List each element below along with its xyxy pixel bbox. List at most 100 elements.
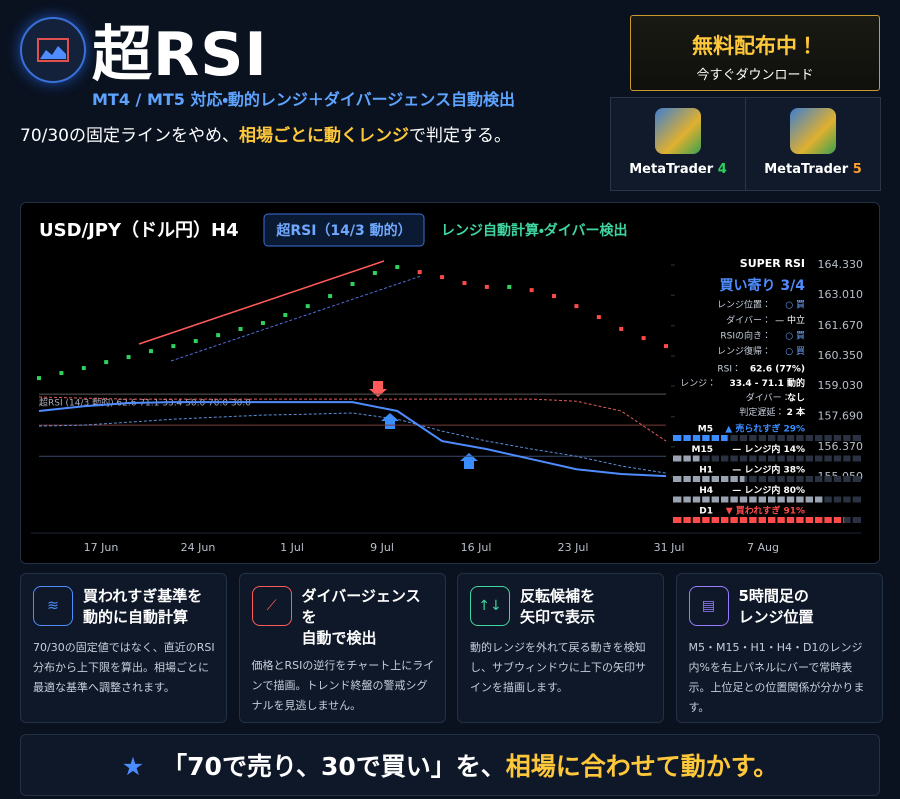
stat-value: 33.4 - 71.1 動的 <box>729 377 805 389</box>
price-point <box>484 284 489 289</box>
tf-name: M15 <box>692 445 713 455</box>
stat-value: 62.6 (77%) <box>750 365 805 375</box>
platform-name: MetaTrader 4 <box>611 162 745 177</box>
x-tick-label: 17 Jun <box>84 541 119 554</box>
logo <box>20 17 86 83</box>
price-point <box>529 288 534 293</box>
rsi-line <box>38 401 667 478</box>
divergence-line <box>138 260 385 345</box>
banner-highlight: 相場に合わせて動かす。 <box>505 752 779 781</box>
feature-title-line: を <box>301 608 317 626</box>
feature-title-line: 5時間足の <box>738 587 809 605</box>
x-tick-label: 16 Jul <box>461 541 492 554</box>
tf-bar <box>673 455 700 462</box>
feature-icon: ⟋ <box>251 586 292 626</box>
y-tick-label: 156.370 <box>818 440 864 453</box>
platform-button[interactable]: MetaTrader 5 <box>745 97 881 191</box>
price-point <box>238 326 243 331</box>
price-point <box>59 371 64 376</box>
price-point <box>328 294 333 299</box>
feature-title-line: レンジ位置 <box>738 608 814 626</box>
price-point <box>596 315 601 320</box>
y-tick-label: 163.010 <box>818 288 864 301</box>
y-tick-label: 160.350 <box>818 349 864 362</box>
tagline: 70/30の固定ラインをやめ、相場ごとに動くレンジで判定する。 <box>20 121 511 146</box>
feature-card: ⟋ ダイバージェンスを自動で検出 価格とRSIの逆行をチャート上にラインで描画。トレ… <box>238 573 446 723</box>
platform-version: 5 <box>852 162 862 177</box>
tf-label: — レンジ内 14% <box>732 443 805 455</box>
badge: 超RSI（14/3 動的） <box>275 222 411 239</box>
signal-value: ○ 買 <box>785 300 805 311</box>
stat-label: レンジ： <box>680 379 716 389</box>
feature-title: ダイバージェンスを自動で検出 <box>302 586 421 649</box>
feature-card: ↑↓ 反転候補を 矢印で表示 動的レンジを外れて戻る動きを検知し、サブウィンドウに上下… <box>457 573 664 723</box>
tf-label: ▼ 買われすぎ 91% <box>726 505 805 517</box>
download-headline: 無料配布中！ <box>692 34 818 58</box>
tf-name: D1 <box>699 507 713 517</box>
price-point <box>440 275 445 280</box>
x-tick-label: 24 Jun <box>181 541 216 554</box>
price-point <box>171 344 176 349</box>
price-point <box>462 281 467 286</box>
stat-label: ダイバー： <box>746 392 791 404</box>
banner-star: ★ <box>121 752 145 781</box>
tf-name: H4 <box>699 486 713 496</box>
platform-version: 4 <box>717 162 727 177</box>
price-point <box>574 304 579 309</box>
feature-title-line: 買われすぎ基準を <box>83 587 203 605</box>
chart-title: USD/JPY（ドル円）H4 <box>39 220 239 241</box>
trend-line <box>170 275 422 362</box>
signal-value: ○ 買 <box>785 346 805 357</box>
feature-title-line: 自動で検出 <box>301 629 377 647</box>
banner: ★ 「70で売り、30で買い」を、相場に合わせて動かす。 <box>20 734 880 796</box>
buy-arrow <box>460 453 478 469</box>
price-point <box>395 265 400 270</box>
lower-band <box>38 412 667 474</box>
price-point <box>619 326 624 331</box>
chart: USD/JPY（ドル円）H4 超RSI（14/3 動的） レンジ自動計算・ダイバ… <box>31 213 864 554</box>
feature-icon: ↑↓ <box>470 586 510 626</box>
download-box[interactable]: 無料配布中！ 今すぐダウンロード <box>630 15 880 91</box>
price-point <box>641 336 646 341</box>
price-point <box>507 284 512 289</box>
feature-card: ≋ 買われすぎ基準を 動的に自動計算 70/30の固定値ではなく、直近のRSI分布から… <box>20 573 227 723</box>
price-point <box>216 333 221 338</box>
price-point <box>260 321 265 326</box>
platform-label: MetaTrader <box>629 162 714 177</box>
signal-label: ダイバー： <box>726 314 771 326</box>
x-tick-label: 1 Jul <box>280 541 304 554</box>
y-tick-label: 159.030 <box>818 379 864 392</box>
title: 超RSI <box>92 20 268 90</box>
x-tick-label: 31 Jul <box>654 541 685 554</box>
price-point <box>552 294 557 299</box>
tagline-text: 70/30の固定ラインをやめ、 <box>20 126 239 146</box>
price-point <box>81 366 86 371</box>
price-point <box>664 344 668 349</box>
feature-text: 動的レンジを外れて戻る動きを検知し、サブウィンドウに上下の矢印サインを描画します… <box>470 641 646 694</box>
platform-icon <box>655 108 701 154</box>
price-point <box>350 281 355 286</box>
platform-name: MetaTrader 5 <box>746 162 880 177</box>
tf-name: M5 <box>698 425 713 435</box>
stat-label: 判定遅延： <box>739 406 784 418</box>
tf-label: ▲ 売られすぎ 29% <box>725 423 805 435</box>
signal-label: レンジ復帰： <box>717 345 771 357</box>
feature-title: 買われすぎ基準を 動的に自動計算 <box>83 586 202 628</box>
tf-label: — レンジ内 80% <box>732 484 805 496</box>
tf-name: H1 <box>699 466 713 476</box>
tf-bar <box>673 476 745 482</box>
tagline-text: で判定する。 <box>409 126 511 146</box>
panel-title: SUPER RSI <box>740 257 805 270</box>
download-cta[interactable]: 今すぐダウンロード <box>696 68 814 83</box>
signal-value: ○ 買 <box>785 331 805 342</box>
y-tick-label: 164.330 <box>818 258 864 271</box>
stat-label: RSI： <box>717 365 741 375</box>
page: { "header": {"title": "超RSI", "subtitle"… <box>20 15 883 796</box>
platform-button[interactable]: MetaTrader 4 <box>610 97 746 191</box>
feature-text: M5・M15・H1・H4・D1のレンジ内%を右上パネルにバーで常時表示。上位足と… <box>688 641 865 714</box>
feature-card: ▤ 5時間足の レンジ位置 M5・M15・H1・H4・D1のレンジ内%を右上パネルにバ… <box>675 573 883 723</box>
tagline-highlight: 相場ごとに動くレンジ <box>239 126 409 146</box>
logo-icon <box>37 38 69 62</box>
feature-title-line: 反転候補を <box>520 587 596 605</box>
